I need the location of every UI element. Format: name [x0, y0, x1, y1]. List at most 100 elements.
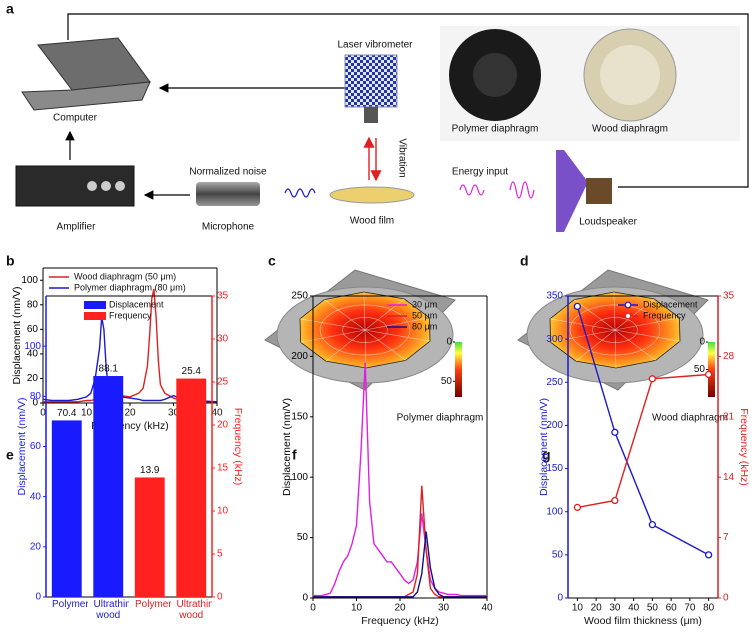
label: Polymer diaphragm — [452, 124, 539, 135]
bar — [176, 378, 207, 597]
panel-label: f — [292, 447, 297, 463]
series-line — [313, 485, 487, 598]
mesh-line — [324, 299, 366, 331]
label: Microphone — [202, 222, 255, 233]
y2-tick-label: 30 — [217, 334, 229, 345]
panel-label: a — [6, 1, 14, 17]
mesh-line — [364, 329, 406, 361]
bar — [93, 376, 124, 597]
series-line — [42, 316, 218, 403]
y-tick-label: 60 — [30, 441, 42, 452]
mesh-line — [614, 329, 617, 369]
y-tick-label: 250 — [546, 377, 563, 388]
y-tick-label: 0 — [557, 593, 563, 604]
data-point — [611, 428, 619, 436]
data-point — [648, 521, 657, 529]
y2-axis-label: Frequency (kHz) — [232, 408, 244, 486]
x-tick-label: 20 — [124, 408, 136, 419]
x-tick-label: 60 — [666, 603, 678, 614]
mesh-line — [614, 329, 681, 342]
laptop-screen — [37, 37, 151, 91]
x-tick-label: 30 — [609, 603, 621, 614]
x-tick-label: 10 — [81, 408, 93, 419]
x-tick-label: 40 — [481, 603, 493, 614]
y-tick-label: 20 — [27, 373, 39, 384]
colorbar — [455, 342, 462, 397]
y-tick-label: 150 — [291, 411, 308, 422]
y-tick-label: 300 — [546, 334, 563, 345]
x-tick-label-box: Ultrathin wood — [94, 599, 130, 621]
knob — [87, 181, 97, 191]
y-tick-label: 50 — [552, 549, 564, 560]
x-tick-label: 20 — [591, 603, 603, 614]
x-tick-label-box: Ultrathin wood — [177, 599, 213, 621]
y-tick-label: 100 — [24, 341, 41, 352]
caption: Wood diaphragm — [652, 413, 728, 424]
y-axis-label: Displacement (nm/V) — [16, 397, 28, 495]
legend-label: 30 μm — [412, 299, 437, 309]
mesh-line — [364, 317, 430, 331]
x-tick-label: 20 — [394, 603, 406, 614]
x-tick-label-box: Polymer — [135, 599, 171, 610]
legend-label: Displacement — [109, 299, 164, 309]
y2-tick-label: 35 — [723, 291, 735, 302]
knob — [115, 181, 125, 191]
y2-tick-label: 20 — [217, 420, 229, 431]
series-line — [576, 306, 709, 556]
y-tick-label: 100 — [546, 506, 563, 517]
series-line — [577, 373, 709, 509]
panel-a: a Laser vibrometer Computer Polymer diap… — [6, 1, 749, 233]
y-tick-label: 20 — [30, 541, 42, 552]
label: Laser vibrometer — [337, 40, 413, 51]
y-tick-label: 350 — [546, 291, 563, 302]
x-tick-label: 0 — [40, 408, 46, 419]
y-tick-label: 100 — [291, 472, 308, 483]
data-point — [704, 370, 713, 379]
y-tick-label: 50 — [297, 532, 309, 543]
y-tick-label: 150 — [546, 463, 563, 474]
loudspeaker-cone — [556, 150, 588, 232]
x-tick-label: 50 — [647, 603, 659, 614]
label: Computer — [53, 113, 98, 124]
y-tick-label: 200 — [546, 420, 563, 431]
data-point — [573, 302, 582, 311]
y2-tick-label: 35 — [217, 291, 229, 302]
label: Normalized noise — [189, 167, 267, 178]
panel-label: c — [268, 253, 276, 269]
y-tick-label: 0 — [35, 592, 41, 603]
wood-center — [600, 45, 660, 105]
y2-tick-label: 28 — [723, 351, 735, 362]
legend-label: Frequency — [109, 310, 152, 320]
knob — [101, 181, 111, 191]
label: Vibration — [396, 138, 407, 177]
laser-vibrometer — [344, 54, 398, 108]
y2-tick-label: 25 — [217, 377, 229, 388]
legend-label: Polymer diaphragm (80 μm) — [74, 282, 186, 292]
y2-tick-label: 21 — [723, 411, 735, 422]
mesh-ring — [592, 317, 638, 343]
x-tick-label: 70 — [684, 603, 696, 614]
x-tick-label: 40 — [628, 603, 640, 614]
mesh-line — [613, 291, 616, 331]
legend-label: Wood diaphragm (50 μm) — [74, 271, 176, 281]
x-tick-label: 10 — [572, 603, 584, 614]
value-label: 70.4 — [57, 408, 77, 419]
label: Amplifier — [57, 222, 97, 233]
x-tick-label-box: Polymer — [52, 599, 88, 610]
microphone-body — [196, 182, 260, 206]
series-line — [43, 288, 217, 403]
y-tick-label: 200 — [291, 351, 308, 362]
mesh-line — [614, 298, 655, 331]
legend-label: Displacement — [643, 299, 698, 309]
data-point — [611, 496, 619, 505]
caption: Polymer diaphragm — [397, 413, 484, 424]
data-point — [573, 503, 582, 512]
y-axis-label: Displacement (nm/V) — [281, 398, 293, 496]
y-tick-label: 80 — [30, 391, 42, 402]
colorbar-tick-label: 50 — [441, 376, 453, 387]
x-tick-label: 0 — [310, 603, 316, 614]
loudspeaker-coil — [586, 178, 612, 204]
x-tick-label: 10 — [351, 603, 363, 614]
